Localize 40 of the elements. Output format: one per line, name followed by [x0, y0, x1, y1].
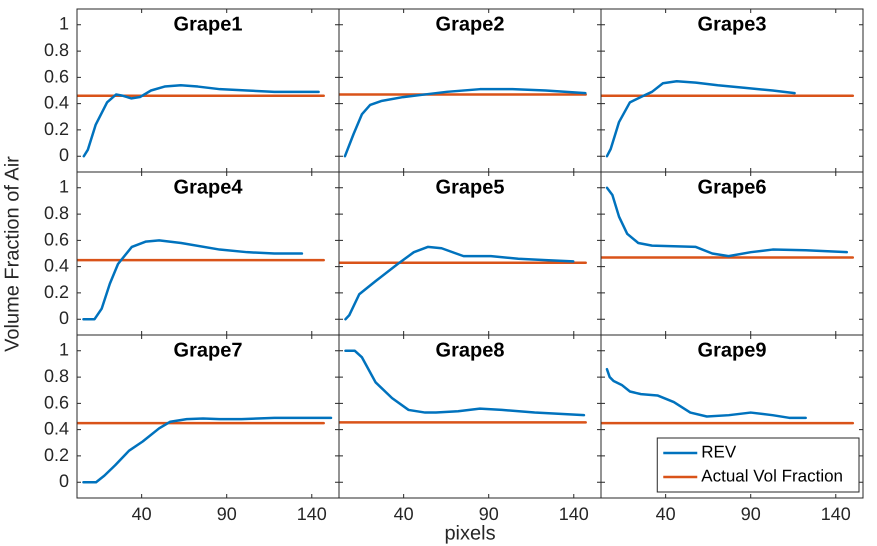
y-tick-label: 0.4 — [44, 92, 69, 113]
y-tick-label: 0.2 — [44, 444, 69, 465]
y-tick-label: 0 — [58, 145, 69, 166]
x-axis-title: pixels — [444, 522, 496, 545]
y-tick-label: 1 — [58, 176, 69, 197]
chart-title: Grape7 — [174, 340, 242, 362]
chart-title: Grape6 — [698, 176, 766, 199]
chart-title: Grape8 — [436, 340, 504, 362]
x-tick-label: 90 — [478, 504, 499, 524]
x-tick-label: 140 — [558, 504, 589, 524]
y-tick-label: 1 — [58, 14, 69, 34]
chart-title: Grape1 — [174, 14, 242, 36]
x-tick-label: 40 — [656, 504, 676, 524]
y-tick-label: 0.6 — [44, 229, 69, 250]
chart-title: Grape3 — [698, 14, 766, 36]
y-tick-label: 0.8 — [44, 40, 69, 60]
y-axis-title: Volume Fraction of Air — [2, 156, 24, 352]
x-tick-label: 90 — [740, 504, 761, 524]
y-tick-label: 0.4 — [44, 418, 69, 439]
chart-title: Grape2 — [436, 14, 504, 36]
legend-label: REV — [701, 442, 737, 462]
legend-label: Actual Vol Fraction — [701, 466, 844, 486]
chart-title: Grape4 — [174, 176, 244, 199]
y-tick-label: 0.6 — [44, 66, 69, 86]
y-tick-label: 0 — [58, 308, 69, 328]
y-tick-label: 1 — [58, 340, 69, 360]
y-tick-label: 0 — [58, 471, 69, 492]
chart-title: Grape5 — [436, 176, 504, 199]
x-tick-label: 140 — [296, 504, 327, 524]
y-tick-label: 0.8 — [44, 366, 69, 386]
y-tick-label: 0.2 — [44, 282, 69, 302]
y-tick-label: 0.2 — [44, 118, 69, 139]
x-tick-label: 140 — [820, 504, 851, 524]
chart-title: Grape9 — [698, 340, 766, 362]
x-tick-label: 90 — [216, 504, 237, 524]
y-tick-label: 0.8 — [44, 203, 69, 224]
y-tick-label: 0.6 — [44, 392, 69, 412]
x-tick-label: 40 — [132, 504, 152, 524]
x-tick-label: 40 — [394, 504, 414, 524]
y-tick-label: 0.4 — [44, 256, 69, 276]
